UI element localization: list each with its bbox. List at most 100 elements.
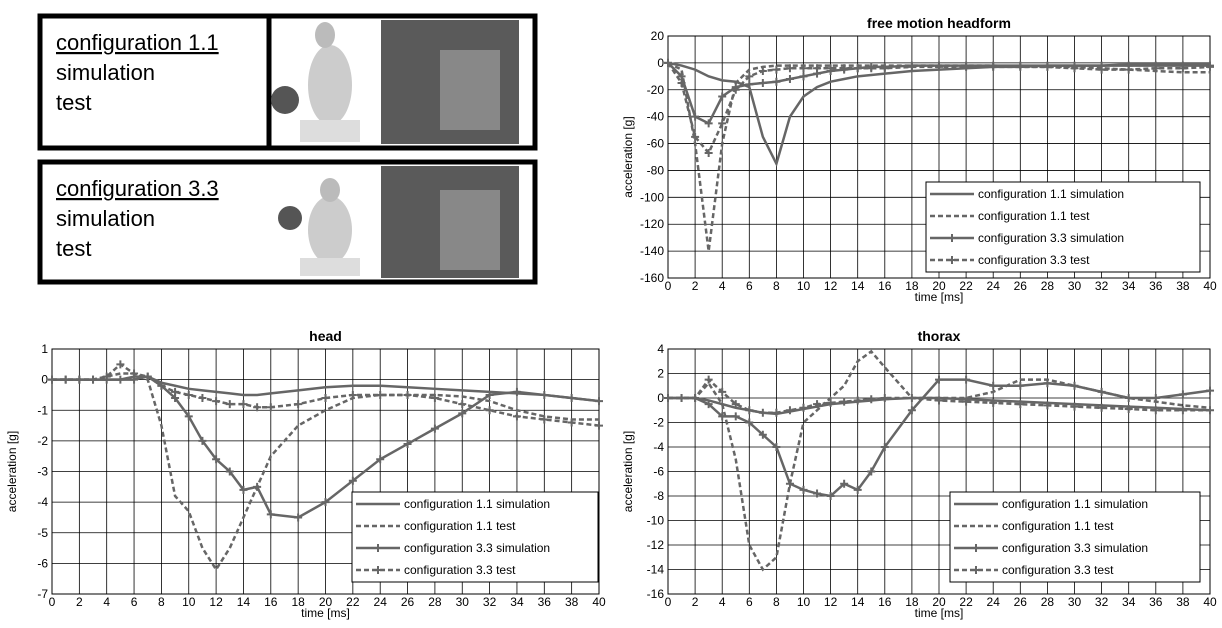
y-tick-label: -2: [37, 434, 48, 448]
series-marker: [731, 412, 740, 421]
y-tick-label: 4: [657, 342, 664, 356]
series-marker: [718, 412, 727, 421]
series-marker: [321, 498, 330, 507]
x-tick-label: 26: [1014, 279, 1028, 293]
series-marker: [867, 467, 876, 476]
series-marker: [595, 421, 603, 430]
series-marker: [116, 360, 125, 369]
series-marker: [691, 112, 700, 121]
series-line: [52, 372, 599, 572]
series-marker: [458, 400, 467, 409]
panel-title: configuration 1.1: [56, 30, 219, 55]
series-marker: [1070, 402, 1079, 411]
legend-box: [351, 491, 599, 583]
legend-label: configuration 1.1 test: [1002, 519, 1114, 533]
x-tick-label: 40: [1203, 279, 1217, 293]
series-marker: [540, 415, 549, 424]
series-marker: [677, 79, 686, 88]
legend-label: configuration 3.3 test: [978, 253, 1090, 267]
y-tick-label: -5: [37, 526, 48, 540]
x-tick-label: 36: [1149, 279, 1163, 293]
series-marker: [1043, 401, 1052, 410]
series-marker: [935, 396, 943, 405]
series-marker: [785, 75, 794, 84]
series-marker: [880, 394, 889, 402]
test-photo-dummy: [440, 190, 500, 270]
series-marker: [799, 403, 808, 412]
y-tick-label: -8: [653, 489, 664, 503]
x-tick-label: 36: [1149, 595, 1163, 609]
x-tick-label: 40: [1203, 595, 1217, 609]
x-tick-label: 0: [665, 595, 672, 609]
x-tick-label: 2: [692, 279, 699, 293]
series-marker: [962, 62, 971, 71]
x-tick-label: 32: [483, 595, 497, 609]
series-marker: [595, 397, 603, 406]
x-tick-label: 4: [719, 595, 726, 609]
series-marker: [266, 510, 275, 519]
legend-label: configuration 3.3 simulation: [1002, 541, 1148, 555]
series-marker: [1070, 381, 1079, 390]
series-marker: [935, 375, 943, 384]
series-marker: [184, 412, 193, 421]
x-tick-label: 28: [1041, 279, 1055, 293]
series-marker: [691, 394, 700, 402]
series-marker: [826, 398, 835, 407]
series-marker: [253, 482, 262, 491]
series-marker: [989, 398, 998, 407]
y-tick-label: -160: [640, 271, 664, 285]
series-marker: [198, 436, 207, 445]
plot-border: [667, 35, 1211, 279]
series-marker: [853, 64, 862, 73]
series-marker: [813, 400, 822, 409]
panel-line: test: [56, 90, 91, 115]
series-marker: [321, 394, 330, 402]
series-marker: [853, 396, 862, 405]
series-marker: [1043, 379, 1052, 388]
panel-border: [37, 159, 538, 285]
legend-marker: [972, 544, 980, 552]
x-tick-label: 20: [932, 595, 946, 609]
legend-label: configuration 1.1 simulation: [1002, 497, 1148, 511]
y-tick-label: -100: [640, 190, 664, 204]
series-marker: [512, 412, 521, 421]
y-tick-label: 20: [651, 29, 665, 43]
series-line: [52, 362, 600, 427]
series-marker: [880, 64, 889, 73]
y-axis-label: acceleration [g]: [5, 431, 19, 512]
series-marker: [785, 406, 794, 415]
plot-border: [51, 348, 600, 595]
series-marker: [907, 394, 916, 402]
x-tick-label: 24: [987, 595, 1001, 609]
series-marker: [1151, 394, 1160, 402]
series-marker: [880, 443, 889, 451]
x-tick-label: 14: [851, 595, 865, 609]
y-tick-label: -60: [647, 137, 665, 151]
series-marker: [1016, 400, 1025, 409]
legend-label: configuration 3.3 test: [404, 563, 516, 577]
series-marker: [745, 80, 754, 89]
y-tick-label: -12: [647, 538, 665, 552]
chart-title: head: [309, 328, 342, 344]
series-marker: [294, 513, 303, 522]
x-tick-label: 26: [401, 595, 415, 609]
series-marker: [1151, 406, 1160, 415]
x-tick-label: 28: [1041, 595, 1055, 609]
x-tick-label: 24: [987, 279, 1001, 293]
series-marker: [1206, 406, 1214, 415]
x-tick-label: 0: [49, 595, 56, 609]
series-marker: [772, 443, 781, 451]
series-marker: [718, 387, 727, 396]
series-marker: [540, 390, 549, 399]
x-axis-label: time [ms]: [915, 290, 964, 304]
x-tick-label: 20: [932, 279, 946, 293]
x-tick-label: 10: [797, 279, 811, 293]
series-marker: [157, 381, 166, 390]
series-marker: [512, 387, 521, 396]
series-marker: [731, 400, 740, 409]
x-tick-label: 8: [773, 279, 780, 293]
series-marker: [758, 430, 767, 439]
legend-label: configuration 3.3 test: [1002, 563, 1114, 577]
series-marker: [212, 455, 221, 464]
